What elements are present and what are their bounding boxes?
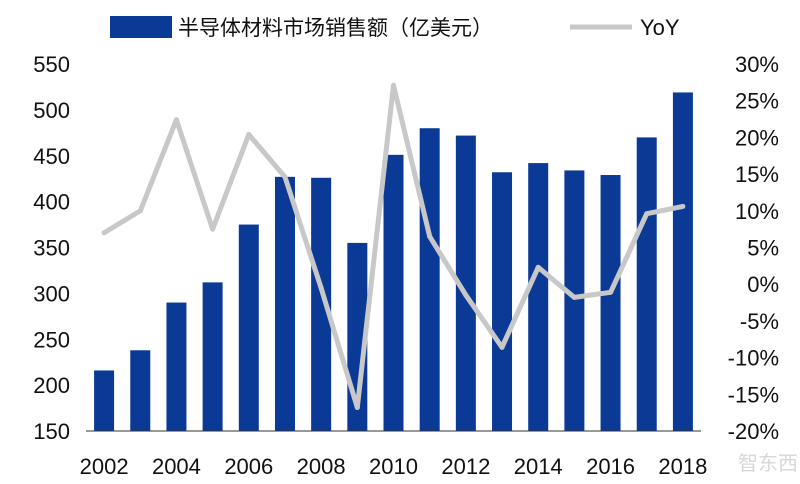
yoy-point (571, 294, 577, 300)
bar (564, 170, 585, 431)
left-tick-label: 300 (33, 281, 70, 306)
x-tick-label: 2012 (441, 454, 490, 479)
right-tick-label: 0% (747, 272, 779, 297)
bar (636, 137, 657, 431)
x-axis-ticks: 2002 2004 2006 2008 2010 2012 2014 2016 2018 (80, 454, 708, 479)
right-tick-label: 20% (735, 125, 779, 150)
right-tick-label: -5% (740, 309, 779, 334)
left-tick-label: 250 (33, 327, 70, 352)
x-tick-label: 2016 (586, 454, 635, 479)
yoy-point (391, 82, 396, 88)
bar (166, 302, 187, 431)
x-tick-label: 2014 (514, 454, 563, 479)
yoy-point (535, 264, 541, 270)
yoy-point (210, 226, 216, 232)
yoy-point (282, 174, 288, 180)
right-tick-label: 30% (735, 52, 779, 77)
legend-bar-swatch (110, 16, 172, 38)
left-tick-label: 150 (33, 419, 70, 444)
left-axis-ticks: 150 200 250 300 350 400 450 500 550 (33, 52, 70, 444)
x-tick-label: 2010 (369, 454, 418, 479)
right-tick-label: 10% (735, 199, 779, 224)
right-tick-label: 5% (747, 236, 779, 261)
bar (419, 128, 440, 431)
bar (94, 370, 115, 431)
bar (130, 350, 151, 431)
yoy-point (608, 289, 614, 295)
bar (528, 163, 549, 431)
yoy-line-series (101, 82, 686, 411)
x-tick-label: 2006 (224, 454, 273, 479)
yoy-point (173, 117, 179, 123)
bar (202, 282, 223, 431)
yoy-point (427, 233, 433, 239)
bar (274, 176, 295, 431)
right-axis-ticks: -20% -15% -10% -5% 0% 5% 10% 15% 20% 25% 30% (728, 52, 779, 444)
bar (492, 172, 513, 431)
legend-bar-label: 半导体材料市场销售额（亿美元） (178, 16, 493, 40)
yoy-point (680, 203, 686, 209)
legend-line-label: YoY (640, 15, 680, 40)
yoy-point (101, 230, 107, 236)
x-tick-label: 2018 (658, 454, 707, 479)
bar (238, 224, 259, 431)
bar (455, 135, 476, 431)
yoy-point (644, 211, 650, 217)
left-tick-label: 200 (33, 373, 70, 398)
x-tick-label: 2002 (80, 454, 129, 479)
left-tick-label: 550 (33, 52, 70, 77)
bar (672, 92, 693, 431)
right-tick-label: -10% (728, 346, 779, 371)
right-tick-label: 15% (735, 162, 779, 187)
yoy-point (499, 344, 505, 350)
bar (311, 177, 332, 431)
left-tick-label: 450 (33, 144, 70, 169)
yoy-point (463, 292, 469, 298)
right-tick-label: -15% (728, 382, 779, 407)
yoy-point (318, 285, 324, 291)
left-tick-label: 350 (33, 236, 70, 261)
right-tick-label: -20% (728, 419, 779, 444)
left-tick-label: 500 (33, 98, 70, 123)
legend: 半导体材料市场销售额（亿美元） YoY (110, 15, 680, 40)
right-tick-label: 25% (735, 89, 779, 114)
bar (600, 175, 621, 431)
yoy-point (137, 208, 143, 214)
left-tick-label: 400 (33, 190, 70, 215)
yoy-point (354, 405, 360, 411)
x-tick-label: 2004 (152, 454, 201, 479)
yoy-point (246, 131, 252, 137)
watermark-text: 智东西 (738, 451, 798, 475)
bar (383, 154, 404, 431)
x-tick-label: 2008 (297, 454, 346, 479)
